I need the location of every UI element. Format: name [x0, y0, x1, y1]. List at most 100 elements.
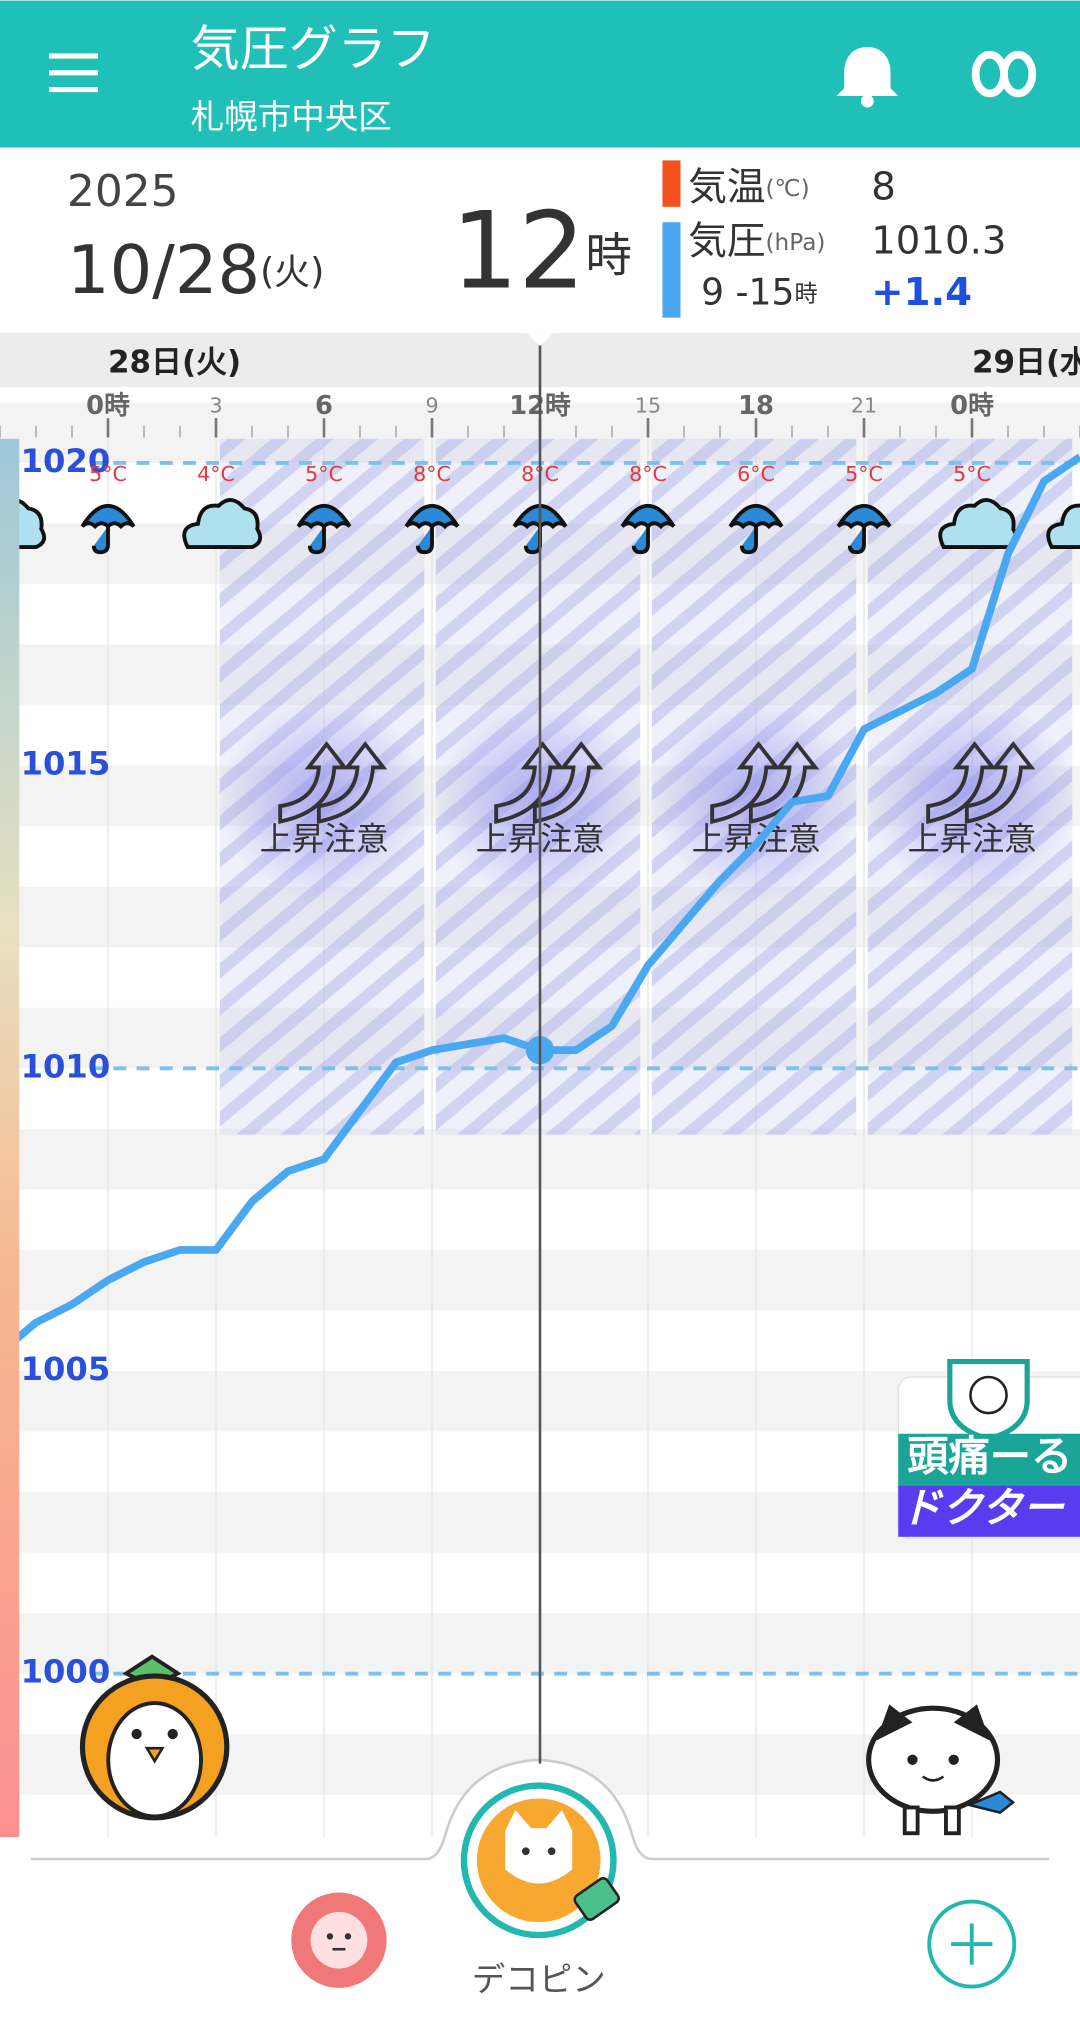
range-unit: 時 [794, 280, 817, 307]
pressure-value: 1010.3 [871, 218, 1006, 263]
date-value: 10/28 [67, 230, 260, 308]
y-tick-label: 1005 [21, 1350, 111, 1388]
warning-icon [278, 741, 388, 824]
x-tick-label: 15 [635, 394, 661, 418]
decoration[interactable] [836, 46, 899, 96]
temp-label-text: 気温 [688, 164, 765, 209]
decoration[interactable] [505, 1810, 573, 1884]
x-tick-label: 3 [209, 394, 222, 418]
doctor-face[interactable] [969, 1375, 1008, 1415]
temp-label: 気温(℃) [688, 164, 809, 209]
decopin-label: デコピン [472, 1960, 606, 1999]
decoration[interactable] [310, 1911, 368, 1969]
temperature-label: 8°C [413, 462, 451, 486]
x-tick-label: 18 [738, 391, 774, 421]
hour-value: 12 [451, 189, 585, 312]
decoration [944, 1805, 961, 1836]
doctor-band-1[interactable] [898, 1433, 1080, 1486]
x-tick-label: 6 [315, 391, 333, 421]
date: 10/28(火) [67, 230, 324, 308]
doctor-line1[interactable]: 頭痛ーる [907, 1432, 1072, 1480]
pressure-change: +1.4 [871, 270, 972, 315]
weather-icon-rain [80, 503, 136, 555]
app-title: 気圧グラフ [191, 21, 436, 78]
warning-label: 上昇注意 [908, 820, 1037, 858]
decoration [907, 1754, 918, 1765]
doctor-line2[interactable]: ドクター [900, 1484, 1065, 1532]
y-tick-label: 1015 [21, 745, 111, 783]
weather-icon-cloud [1046, 503, 1080, 549]
temp-unit: (℃) [766, 174, 810, 201]
temperature-label: 5°C [953, 462, 991, 486]
temperature-label: 8°C [629, 462, 667, 486]
temperature-label: 5°C [845, 462, 883, 486]
pressure-swatch [662, 222, 681, 318]
temp-swatch [662, 160, 681, 207]
warning-icon [710, 741, 820, 824]
add-button[interactable] [927, 1899, 1017, 1989]
temperature-scale-bar [0, 438, 20, 1838]
weather-icon-rain [620, 503, 676, 555]
decoration [921, 1775, 945, 1782]
y-tick-label: 1010 [21, 1047, 111, 1085]
pressure-unit: (hPa) [766, 228, 826, 255]
decoration [131, 1728, 142, 1740]
hour: 12時 [451, 189, 632, 312]
warning-label: 上昇注意 [260, 820, 389, 858]
year: 2025 [67, 166, 178, 217]
x-tick-label: 0時 [86, 391, 130, 421]
decoration[interactable] [521, 1847, 530, 1856]
x-tick-label: 0時 [950, 391, 994, 421]
decoration [144, 1746, 165, 1764]
y-tick-label: 1000 [21, 1653, 111, 1691]
x-tick-label: 21 [851, 394, 877, 418]
weather-icon-rain [404, 503, 460, 555]
decoration[interactable] [344, 1933, 352, 1940]
x-tick-label: 9 [425, 394, 438, 418]
pressure-label-text: 気圧 [688, 218, 765, 263]
notification-button[interactable] [836, 46, 899, 108]
menu-button[interactable] [48, 53, 98, 93]
warning-icon [926, 741, 1036, 824]
decoration[interactable] [573, 1876, 621, 1921]
decoration[interactable] [860, 94, 874, 108]
mood-button[interactable] [291, 1892, 387, 1988]
weather-icon-rain [836, 503, 892, 555]
decoration [948, 1754, 959, 1765]
owl-character [79, 1654, 230, 1821]
decopin-button[interactable] [460, 1782, 621, 1939]
doctor-band-2[interactable] [898, 1485, 1080, 1537]
range: 9 -15時 [701, 271, 818, 313]
temperature-label: 5°C [305, 462, 343, 486]
pressure-label: 気圧(hPa) [688, 218, 825, 263]
range-value: 9 -15 [701, 271, 794, 313]
location: 札幌市中央区 [191, 98, 392, 137]
weather-icon-cloud [182, 498, 263, 549]
hour-unit: 時 [586, 228, 632, 282]
decoration [902, 1805, 920, 1836]
decoration[interactable] [326, 1933, 334, 1940]
decoration [167, 1728, 178, 1740]
decoration [876, 1704, 990, 1741]
decoration[interactable] [1000, 50, 1037, 98]
temp-value: 8 [871, 164, 896, 209]
current-time-pointer [527, 333, 553, 346]
app-bar [0, 0, 1080, 148]
decoration [866, 1705, 1001, 1814]
temperature-label: 4°C [197, 462, 235, 486]
decoration[interactable] [547, 1847, 556, 1856]
temperature-label: 6°C [737, 462, 775, 486]
weather-icon-rain [296, 503, 352, 555]
app-logo-button[interactable] [971, 50, 1037, 98]
day-label: 28日(火) [108, 345, 241, 381]
weather-icon-rain [728, 503, 784, 555]
weekday: (火) [260, 251, 324, 293]
decoration [965, 1790, 1016, 1815]
cat-character [866, 1704, 1016, 1836]
temperature-label: 5°C [89, 462, 127, 486]
warning-icon [494, 741, 604, 824]
doctor-badge[interactable]: 頭痛ーる ドクター [897, 1358, 1080, 1539]
